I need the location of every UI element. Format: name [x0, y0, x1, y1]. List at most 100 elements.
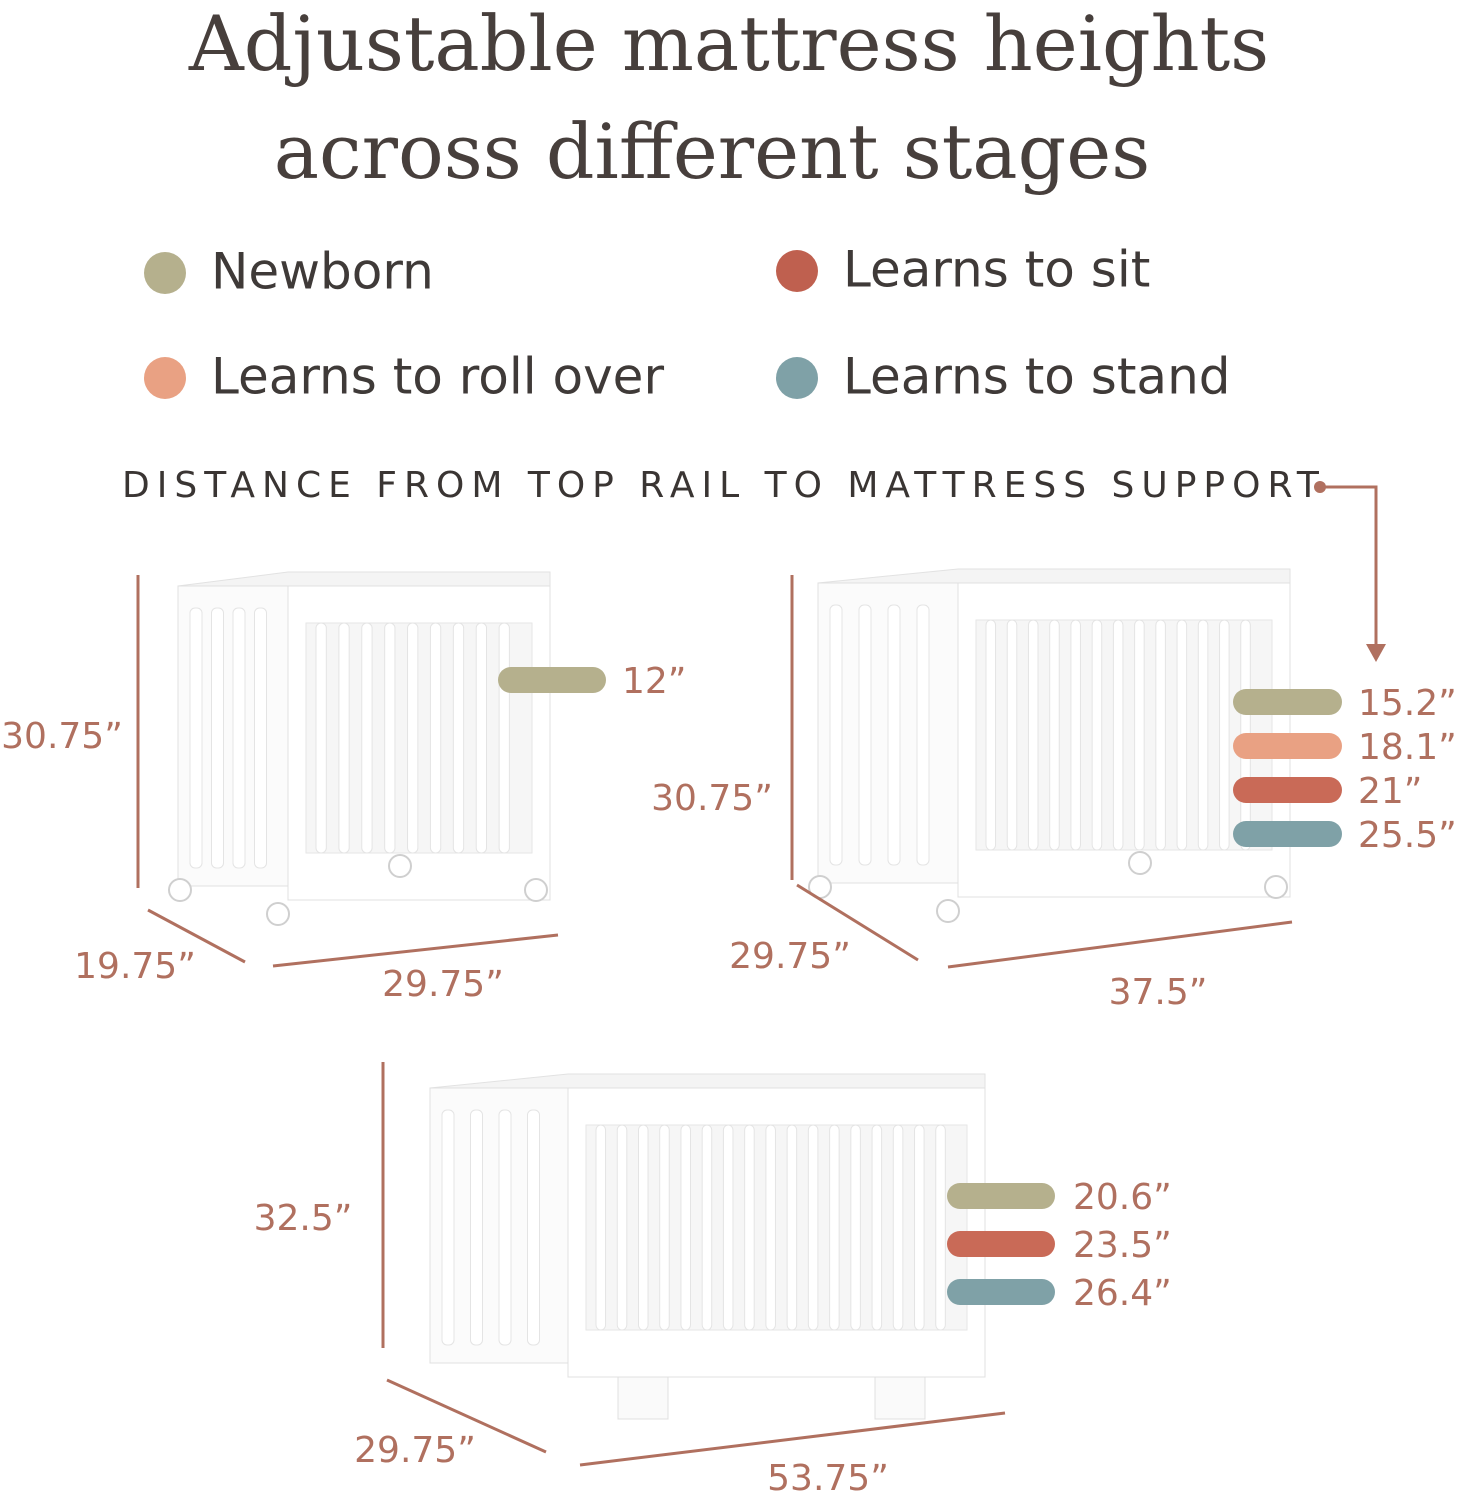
depth-line: [147, 908, 246, 964]
crib-slat: [1027, 619, 1039, 851]
crib-slat: [475, 622, 488, 854]
crib-slat: [892, 1124, 904, 1331]
level-label: 25.5”: [1358, 815, 1457, 856]
crib-wheel: [168, 878, 192, 902]
crib-slat: [429, 622, 442, 854]
crib: [808, 568, 1291, 923]
crib-slat: [470, 1109, 483, 1346]
height-label: 30.75”: [651, 778, 773, 819]
crib-slat: [1134, 619, 1145, 851]
level-pill: [947, 1183, 1055, 1209]
width-label: 29.75”: [382, 964, 504, 1005]
crib-slat: [441, 1109, 455, 1346]
crib-slat: [232, 607, 246, 869]
level-label: 21”: [1358, 771, 1422, 812]
crib-slat: [1219, 619, 1230, 851]
crib-slat: [1006, 619, 1018, 851]
crib-top: [177, 571, 551, 587]
crib-slat: [595, 1124, 607, 1331]
crib-slat: [701, 1124, 713, 1331]
width-label: 37.5”: [1109, 972, 1208, 1013]
level-pill: [1233, 777, 1342, 803]
level-label: 20.6”: [1073, 1177, 1172, 1218]
crib-wheel: [524, 878, 548, 902]
crib-slat: [829, 1124, 840, 1331]
crib-slat: [407, 622, 419, 854]
crib-slat: [659, 1124, 670, 1331]
legend-label: Newborn: [211, 243, 434, 301]
level-pill: [1233, 733, 1342, 759]
crib-slat: [985, 619, 997, 851]
crib-slat: [1155, 619, 1166, 851]
crib-slat: [916, 604, 930, 866]
crib-slat: [315, 622, 327, 854]
crib-wheel: [1264, 875, 1288, 899]
crib-slat: [914, 1124, 925, 1331]
legend-dot: [776, 250, 818, 292]
crib-inner: [585, 1124, 968, 1331]
level-label: 12”: [622, 661, 686, 702]
caption: DISTANCE FROM TOP RAIL TO MATTRESS SUPPO…: [122, 465, 1326, 506]
level-label: 15.2”: [1358, 683, 1457, 724]
crib-wheel: [936, 899, 960, 923]
crib-slat: [527, 1109, 540, 1346]
title: Adjustable mattress heights: [188, 0, 1269, 88]
legend-dot: [776, 357, 818, 399]
crib-slat: [616, 1124, 628, 1331]
crib-leg: [874, 1376, 926, 1420]
arrow-head: [1366, 644, 1386, 662]
legend-label: Learns to roll over: [211, 348, 664, 406]
legend-dot: [144, 252, 186, 294]
crib-slat: [1070, 619, 1081, 851]
crib-slat: [850, 1124, 861, 1331]
crib-slat: [765, 1124, 776, 1331]
crib: [429, 1073, 986, 1420]
crib-top: [817, 568, 1291, 584]
crib-slat: [722, 1124, 734, 1331]
legend-label: Learns to sit: [843, 241, 1150, 299]
level-label: 26.4”: [1073, 1273, 1172, 1314]
crib-wheel: [1128, 851, 1152, 875]
crib-slat: [637, 1124, 649, 1331]
crib-slat: [858, 604, 872, 866]
crib-slat: [807, 1124, 819, 1331]
crib-slat: [829, 604, 843, 866]
level-pill: [498, 667, 606, 693]
crib-slat: [1176, 619, 1188, 851]
crib-slat: [254, 607, 267, 869]
level-pill: [1233, 821, 1342, 847]
width-line: [579, 1411, 1006, 1467]
crib-slat: [887, 604, 901, 866]
crib-slat: [189, 607, 203, 869]
crib-slat: [1197, 619, 1209, 851]
legend-dot: [144, 357, 186, 399]
level-pill: [947, 1279, 1055, 1305]
crib-slat: [498, 1109, 512, 1346]
title: across different stages: [274, 107, 1151, 196]
depth-line: [796, 883, 919, 962]
crib-top: [429, 1073, 986, 1089]
crib-slat: [338, 622, 350, 854]
crib-slat: [871, 1124, 883, 1331]
legend-label: Learns to stand: [843, 348, 1231, 406]
crib-slat: [1091, 619, 1103, 851]
crib-slat: [498, 622, 510, 854]
width-line: [272, 933, 559, 968]
crib-slat: [680, 1124, 691, 1331]
height-label: 30.75”: [1, 716, 123, 757]
level-label: 18.1”: [1358, 727, 1457, 768]
depth-label: 19.75”: [74, 946, 196, 987]
crib-wheel: [266, 902, 290, 926]
crib-slat: [361, 622, 373, 854]
depth-label: 29.75”: [354, 1430, 476, 1471]
level-pill: [947, 1231, 1055, 1257]
crib: [168, 571, 551, 926]
level-pill: [1233, 689, 1342, 715]
crib-wheel: [388, 854, 412, 878]
crib-leg: [617, 1376, 669, 1420]
crib-slat: [935, 1124, 946, 1331]
crib-slat: [211, 607, 224, 869]
width-label: 53.75”: [767, 1458, 889, 1499]
crib-slat: [744, 1124, 755, 1331]
